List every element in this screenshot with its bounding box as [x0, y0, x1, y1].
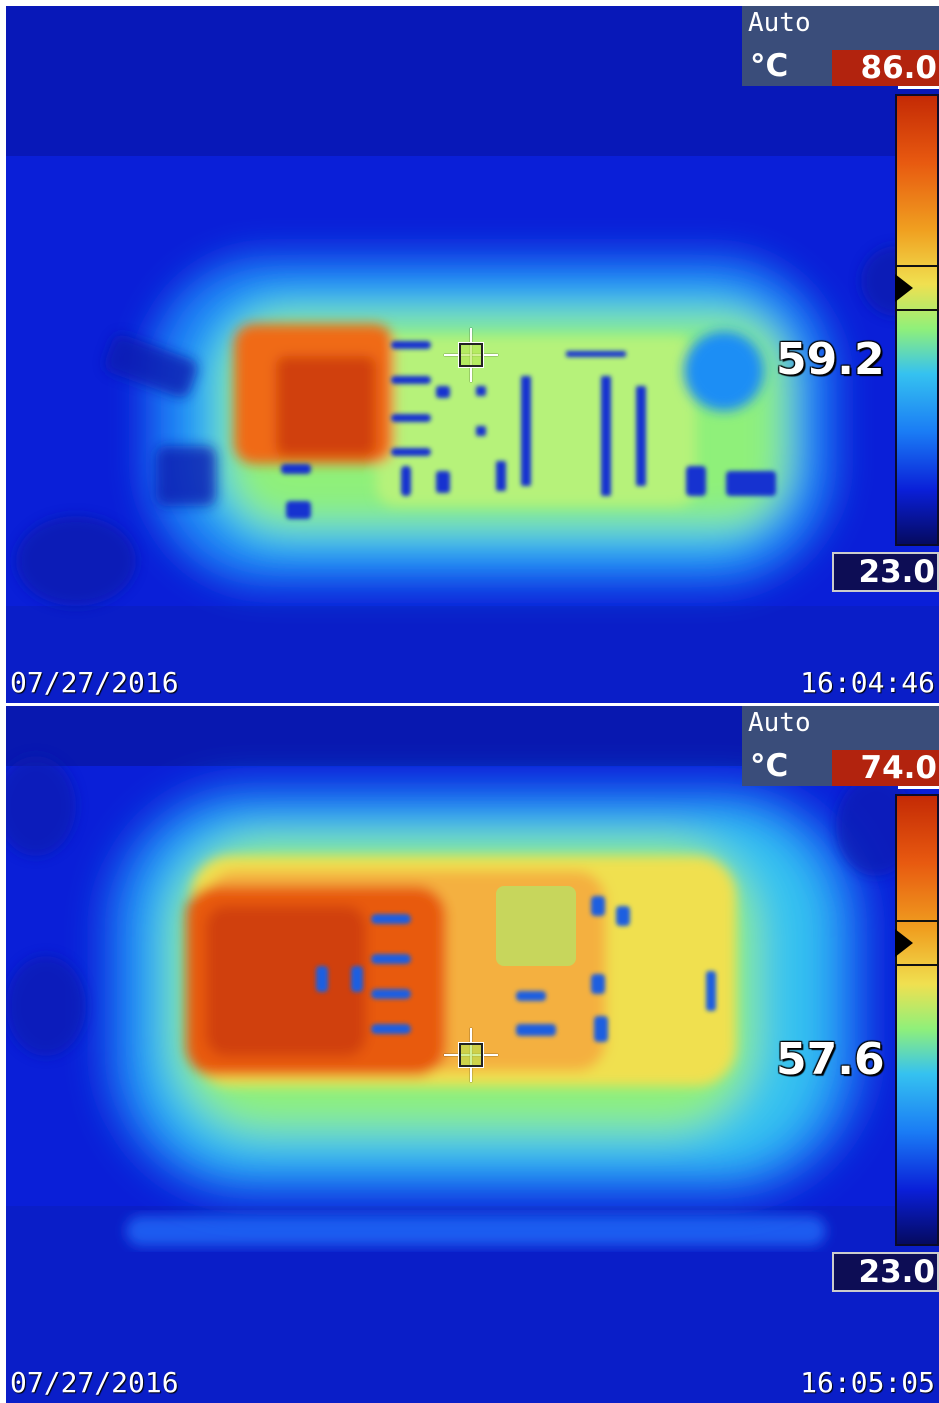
range-max-underline: [898, 86, 939, 89]
thermal-frame-2: Auto °C 74.0 23.0 57.6 07/27/2016 16:05:…: [6, 706, 939, 1403]
range-min-value: 23.0: [832, 552, 939, 592]
range-max-underline: [898, 786, 939, 789]
spot-temperature: 57.6: [776, 1034, 885, 1085]
thermal-image-2: [6, 706, 939, 1403]
unit-label: °C: [750, 48, 789, 84]
thermal-frame-1: Auto °C 86.0 23.0 59.2 07/27/2016 16:04:…: [6, 6, 939, 703]
range-mode-label: Auto: [748, 8, 811, 38]
color-scale-bar: [895, 94, 939, 546]
capture-date: 07/27/2016: [10, 666, 179, 699]
capture-time: 16:05:05: [800, 1366, 935, 1399]
spot-level-arrow-icon: [895, 274, 913, 303]
range-min-value: 23.0: [832, 1252, 939, 1292]
range-max-value: 86.0: [832, 50, 939, 86]
spot-temperature: 59.2: [776, 334, 885, 385]
capture-time: 16:04:46: [800, 666, 935, 699]
spot-level-arrow-icon: [895, 929, 913, 958]
spot-crosshair-icon: [444, 328, 498, 382]
unit-label: °C: [750, 748, 789, 784]
color-scale-bar: [895, 794, 939, 1246]
spot-crosshair-icon: [444, 1028, 498, 1082]
capture-date: 07/27/2016: [10, 1366, 179, 1399]
range-mode-label: Auto: [748, 708, 811, 738]
range-max-value: 74.0: [832, 750, 939, 786]
